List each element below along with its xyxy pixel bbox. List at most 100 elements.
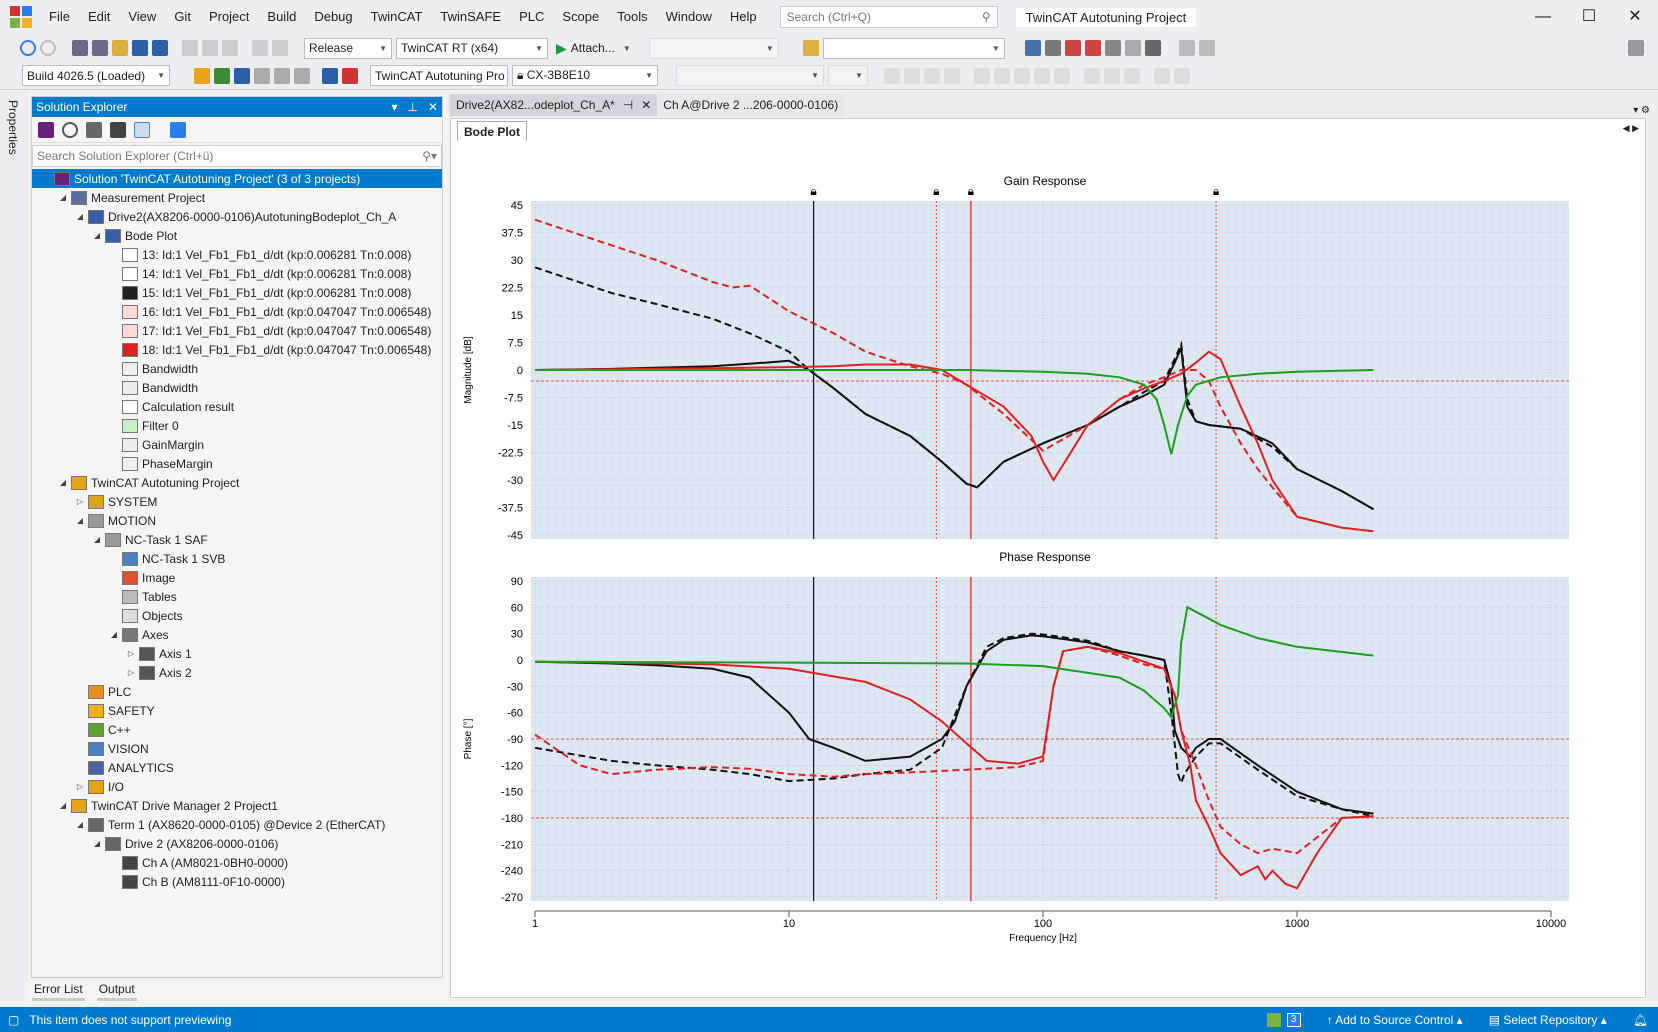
sync-icon[interactable]: [170, 121, 186, 138]
reload-devices-icon[interactable]: [274, 67, 290, 84]
menu-plc[interactable]: PLC: [519, 9, 545, 24]
target-system-dropdown[interactable]: 🔒︎ CX-3B8E10 ▼: [512, 65, 658, 86]
notifications-bell-icon[interactable]: 🔔︎: [1632, 1012, 1648, 1027]
activate-icon[interactable]: [214, 67, 230, 84]
solution-search-box[interactable]: Search Solution Explorer (Ctrl+ü) ⚲▾: [32, 145, 442, 167]
search-input[interactable]: Search (Ctrl+Q): [786, 10, 871, 24]
tree-item[interactable]: ◢ Term 1 (AX8620-0000-0105) @Device 2 (Et…: [32, 815, 442, 834]
collapse-arrow-icon[interactable]: ◢: [93, 535, 101, 544]
tree-item[interactable]: SAFETY: [32, 701, 442, 720]
collapse-arrow-icon[interactable]: ◢: [93, 231, 101, 240]
save-icon[interactable]: [132, 40, 148, 56]
twincat-config-icon[interactable]: [1024, 40, 1041, 56]
tree-item[interactable]: ▷ Axis 1: [32, 644, 442, 663]
project-dropdown[interactable]: TwinCAT Autotuning Pro▼: [370, 65, 508, 86]
tree-item[interactable]: 17: Id:1 Vel_Fb1_Fb1_d/dt (kp:0.047047 T…: [32, 321, 442, 340]
tree-item[interactable]: ◢ Bode Plot: [32, 226, 442, 245]
folder-icon[interactable]: [802, 40, 819, 56]
tree-item[interactable]: Filter 0: [32, 416, 442, 435]
restart-icon[interactable]: [1084, 40, 1101, 56]
tree-item[interactable]: NC-Task 1 SVB: [32, 549, 442, 568]
gear-icon[interactable]: [1178, 40, 1195, 56]
copy-icon[interactable]: [202, 40, 218, 56]
restart-twincat-icon[interactable]: [234, 67, 250, 84]
collapse-arrow-icon[interactable]: ◢: [76, 212, 84, 221]
window-position-icon[interactable]: ▾: [391, 100, 398, 114]
pin-icon[interactable]: ⊣: [622, 98, 634, 112]
close-button[interactable]: ✕: [1628, 8, 1642, 25]
tree-item[interactable]: Ch B (AM8111-0F10-0000): [32, 872, 442, 891]
menu-edit[interactable]: Edit: [87, 9, 111, 24]
show-online-icon[interactable]: [322, 67, 338, 84]
collapse-arrow-icon[interactable]: ◢: [110, 630, 118, 639]
tree-item[interactable]: Solution 'TwinCAT Autotuning Project' (3…: [32, 169, 442, 188]
tree-item[interactable]: Bandwidth: [32, 378, 442, 397]
scroll-tabs-icon[interactable]: ◀ ▶: [1622, 123, 1639, 133]
switch-views-icon[interactable]: [38, 121, 54, 138]
expand-arrow-icon[interactable]: ▷: [127, 649, 135, 658]
menu-window[interactable]: Window: [665, 9, 712, 24]
collapse-arrow-icon[interactable]: ◢: [59, 478, 67, 487]
tab-bodeplot-document[interactable]: Drive2(AX82...odeplot_Ch_A* ⊣ ✕: [450, 94, 658, 116]
plc-login-icon[interactable]: [194, 67, 210, 84]
history-icon[interactable]: [62, 121, 78, 138]
menu-debug[interactable]: Debug: [314, 9, 353, 24]
build-dropdown[interactable]: Build 4026.5 (Loaded) ▼: [22, 65, 170, 86]
tree-item[interactable]: ◢ Drive 2 (AX8206-0000-0106): [32, 834, 442, 853]
search-box[interactable]: Search (Ctrl+Q) ⚲: [779, 6, 998, 28]
back-icon[interactable]: [20, 40, 36, 56]
target-browser-icon[interactable]: [1144, 40, 1161, 56]
bode-chart[interactable]: Gain Response 45 37.5 30 22.5 15 7.5 0 -7.5 -15 -2…: [451, 141, 1645, 997]
toggle-freerun-icon[interactable]: [1124, 40, 1141, 56]
tab-error-list[interactable]: Error List: [32, 980, 85, 1001]
config-mode-icon[interactable]: [254, 67, 270, 84]
menu-scope[interactable]: Scope: [562, 9, 600, 24]
menu-file[interactable]: File: [49, 9, 70, 24]
tree-item[interactable]: ANALYTICS: [32, 758, 442, 777]
paste-icon[interactable]: [222, 40, 238, 56]
redo-icon[interactable]: [272, 40, 288, 56]
menu-project[interactable]: Project: [208, 9, 250, 24]
menu-build[interactable]: Build: [267, 9, 297, 24]
collapse-arrow-icon[interactable]: ◢: [76, 516, 84, 525]
menu-help[interactable]: Help: [729, 9, 757, 24]
collapse-all-icon[interactable]: [86, 121, 102, 138]
tab-overflow-icon[interactable]: ▾ ⚙: [1633, 105, 1650, 116]
feedback-icon[interactable]: [1628, 40, 1644, 56]
tree-item[interactable]: Ch A (AM8021-0BH0-0000): [32, 853, 442, 872]
wrench-icon[interactable]: [1044, 40, 1061, 56]
collapse-arrow-icon[interactable]: ◢: [93, 839, 101, 848]
save-all-icon[interactable]: [152, 40, 168, 56]
menu-twincat[interactable]: TwinCAT: [370, 9, 423, 24]
close-tab-icon[interactable]: ✕: [641, 98, 652, 112]
new-project-icon[interactable]: [72, 40, 88, 56]
tree-item[interactable]: 14: Id:1 Vel_Fb1_Fb1_d/dt (kp:0.006281 T…: [32, 264, 442, 283]
tree-item[interactable]: GainMargin: [32, 435, 442, 454]
tree-item[interactable]: ▷ SYSTEM: [32, 492, 442, 511]
scan-devices-icon[interactable]: [294, 67, 310, 84]
configuration-dropdown[interactable]: Release ▼: [304, 37, 392, 59]
solution-search-input[interactable]: Search Solution Explorer (Ctrl+ü): [37, 149, 214, 163]
open-folder-icon[interactable]: [112, 40, 128, 56]
tree-item[interactable]: ◢ TwinCAT Autotuning Project: [32, 473, 442, 492]
tree-item[interactable]: ▷ Axis 2: [32, 663, 442, 682]
menu-twinsafe[interactable]: TwinSAFE: [440, 9, 502, 24]
preview-selected-icon[interactable]: [134, 121, 150, 138]
tree-item[interactable]: ◢ MOTION: [32, 511, 442, 530]
collapse-arrow-icon[interactable]: ◢: [59, 801, 67, 810]
tree-item[interactable]: 15: Id:1 Vel_Fb1_Fb1_d/dt (kp:0.006281 T…: [32, 283, 442, 302]
tree-item[interactable]: Objects: [32, 606, 442, 625]
settings-icon[interactable]: [1198, 40, 1215, 56]
pin-icon[interactable]: ⊥: [407, 100, 418, 114]
properties-side-tab[interactable]: Properties: [0, 92, 28, 1002]
maximize-button[interactable]: ☐: [1581, 8, 1597, 25]
notification-count[interactable]: 3: [1286, 1012, 1301, 1027]
tree-item[interactable]: ◢ Drive2(AX8206-0000-0106)AutotuningBodep…: [32, 207, 442, 226]
expand-arrow-icon[interactable]: ▷: [127, 668, 135, 677]
tree-item[interactable]: ◢ Measurement Project: [32, 188, 442, 207]
scan-icon[interactable]: [1104, 40, 1121, 56]
tree-item[interactable]: Tables: [32, 587, 442, 606]
tree-item[interactable]: ◢ Axes: [32, 625, 442, 644]
add-to-source-control[interactable]: ↑ Add to Source Control ▴: [1326, 1012, 1463, 1027]
tree-item[interactable]: 16: Id:1 Vel_Fb1_Fb1_d/dt (kp:0.047047 T…: [32, 302, 442, 321]
